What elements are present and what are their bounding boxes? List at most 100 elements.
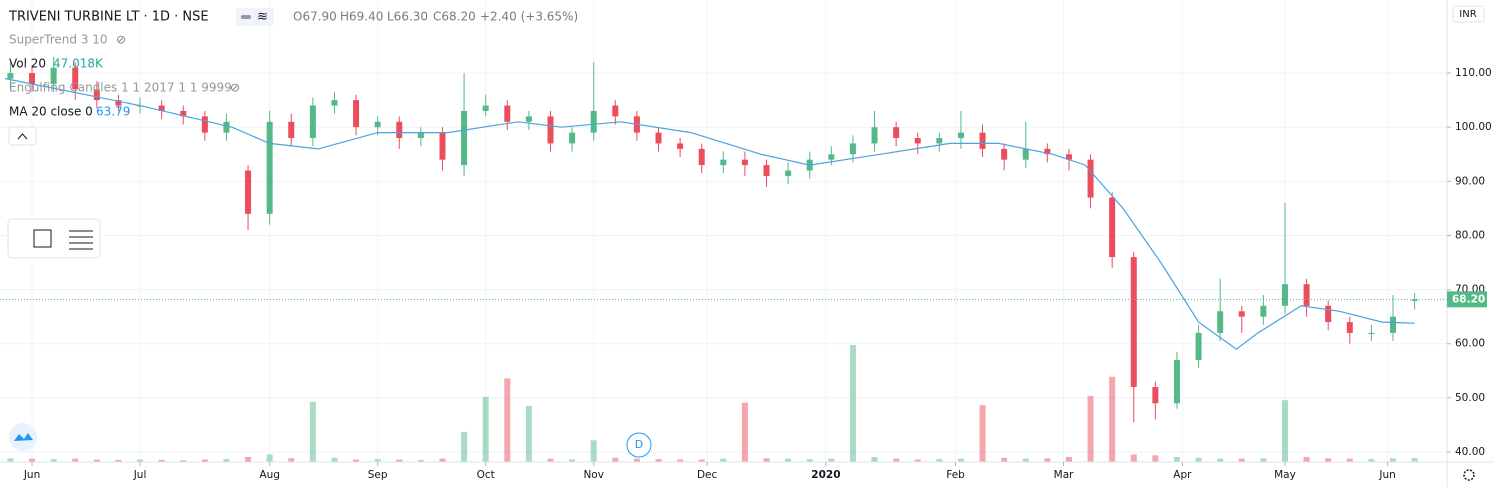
volume-bar	[374, 459, 381, 462]
candle-body	[1173, 359, 1180, 404]
x-tick-label: Mar	[1054, 469, 1074, 481]
lines-tool[interactable]	[69, 230, 93, 250]
logo-icon	[14, 433, 33, 441]
last-price-label: 68.20	[1452, 293, 1485, 305]
candle-body	[180, 110, 187, 117]
volume-bar	[115, 459, 122, 462]
volume-bar	[547, 458, 554, 462]
settings-icon[interactable]	[1463, 469, 1475, 481]
candle-body	[29, 73, 36, 84]
volume-bar	[741, 402, 748, 462]
candle-body	[396, 121, 403, 139]
candle-body	[374, 121, 381, 128]
candle-body	[1044, 148, 1051, 155]
volume-bar	[785, 458, 792, 462]
logo[interactable]	[9, 423, 37, 451]
symbol-toggle[interactable]	[236, 8, 274, 26]
candle-body	[525, 116, 532, 122]
candle-body	[590, 110, 597, 133]
hide-icon[interactable]: ⊘	[116, 33, 126, 47]
volume-bar	[461, 431, 468, 462]
indicator-label: SuperTrend 3 10	[9, 33, 108, 47]
chart-title: TRIVENI TURBINE LT · 1D · NSE	[8, 10, 209, 25]
candle-body	[1260, 305, 1267, 317]
candle-body	[1325, 305, 1332, 323]
volume-bar	[93, 459, 100, 462]
last-price-box	[1447, 291, 1487, 308]
candle-body	[677, 143, 684, 149]
volume-bar	[590, 440, 597, 462]
volume-bar	[201, 459, 208, 462]
ohlc-close: C68.20	[433, 10, 476, 24]
candle-body	[1238, 311, 1245, 317]
x-tick-label: Apr	[1173, 469, 1192, 481]
x-tick-label: May	[1274, 469, 1296, 481]
candle-body	[1303, 284, 1310, 306]
volume-bar	[828, 458, 835, 462]
candle-body	[158, 105, 165, 111]
y-tick-label: 100.00	[1455, 121, 1492, 133]
volume-bar	[1368, 459, 1375, 462]
candle-body	[655, 132, 662, 144]
collapse-icon	[17, 133, 28, 140]
candle-body	[785, 170, 792, 176]
candle-body	[439, 132, 446, 160]
indicator-label: Engulfing Candles 1 1 2017 1 1 9999	[9, 81, 232, 95]
x-tick-label: Jul	[133, 469, 147, 481]
volume-bar	[914, 459, 921, 462]
rectangle-tool[interactable]	[33, 229, 52, 248]
currency-box[interactable]	[1452, 5, 1485, 23]
hide-icon[interactable]: ⊘	[230, 81, 240, 95]
candle-body	[698, 148, 705, 166]
moving-average-line	[4, 77, 1415, 350]
volume-bar	[612, 457, 619, 462]
candle-body	[7, 73, 14, 79]
candle-body	[1368, 332, 1375, 334]
volume-bar	[417, 459, 424, 462]
candle-body	[1195, 332, 1202, 360]
candle-body	[417, 132, 424, 139]
candle-body	[245, 170, 252, 214]
toggle-icon	[241, 15, 251, 19]
collapse-button[interactable]	[8, 126, 37, 146]
candle-body	[1281, 284, 1288, 306]
volume-bar	[979, 405, 986, 462]
candle-body	[93, 89, 100, 101]
candle-body	[482, 105, 489, 111]
volume-bar	[1087, 395, 1094, 462]
candle-body	[1109, 197, 1116, 258]
volume-bar	[677, 459, 684, 462]
volume-bar	[871, 456, 878, 462]
dividend-marker[interactable]	[626, 432, 652, 458]
candle-body	[1130, 257, 1137, 388]
candle-body	[1217, 311, 1224, 333]
candle-body	[1001, 148, 1008, 160]
candle-body	[504, 105, 511, 122]
candle-body	[266, 121, 273, 214]
volume-bar	[353, 459, 360, 462]
x-tick-label: Oct	[477, 469, 495, 481]
toggle-icon: ≋	[257, 10, 268, 25]
candle-body	[1087, 159, 1094, 198]
axis-layer: 40.0050.0060.0070.0080.0090.00100.00110.…	[23, 67, 1492, 481]
volume-bar	[1389, 458, 1396, 462]
ohlc-low: L66.30	[387, 10, 428, 24]
volume-bar	[633, 458, 640, 462]
volume-bar	[137, 459, 144, 462]
candle-body	[893, 127, 900, 139]
indicator-value: 47.018K	[53, 57, 104, 71]
ohlc-change: +2.40 (+3.65%)	[480, 10, 578, 24]
volume-bar	[331, 457, 338, 462]
volume-bar	[29, 458, 36, 462]
volume-bar	[245, 456, 252, 462]
candle-body	[569, 132, 576, 144]
x-tick-label: Nov	[583, 469, 604, 481]
volume-bar	[50, 459, 57, 462]
volume-bar	[957, 458, 964, 462]
indicator-value: 63.79	[96, 105, 130, 119]
volume-bar	[720, 458, 727, 462]
x-tick-label: Jun	[1378, 469, 1395, 481]
candle-body	[353, 100, 360, 128]
candle-body	[201, 116, 208, 133]
